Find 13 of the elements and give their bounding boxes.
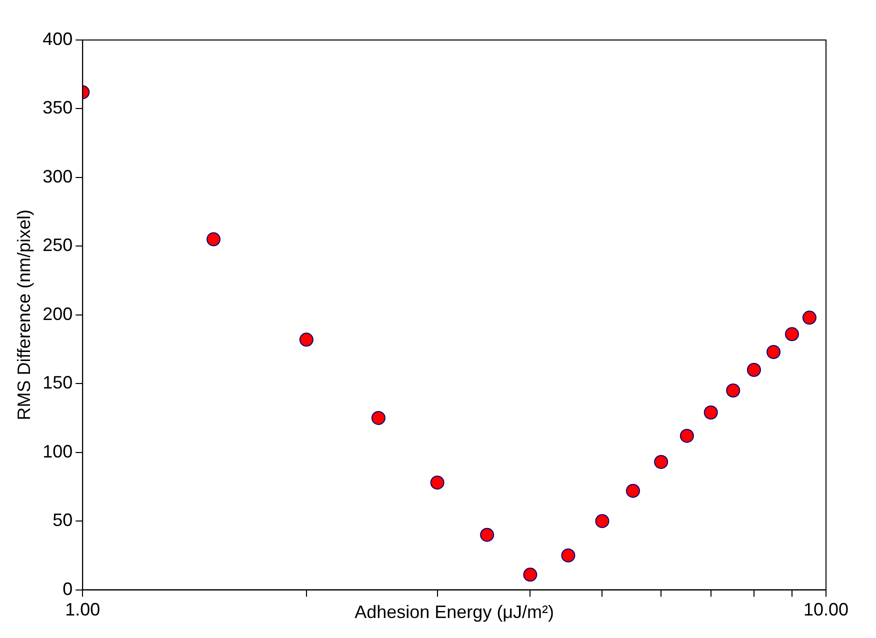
y-tick-label: 0 <box>62 578 73 599</box>
y-tick-label: 200 <box>42 304 73 324</box>
y-tick-label: 400 <box>42 28 73 49</box>
y-tick-label: 250 <box>42 235 73 256</box>
x-axis-title: Adhesion Energy (μJ/m²) <box>354 602 554 622</box>
x-tick-label: 1.00 <box>65 600 100 620</box>
y-tick-label: 50 <box>52 510 73 530</box>
y-tick-label: 350 <box>42 98 73 118</box>
x-tick-label: 10.00 <box>803 600 849 620</box>
y-tick-label: 100 <box>42 441 73 462</box>
y-tick-label: 150 <box>42 372 73 393</box>
y-axis-title: RMS Difference (nm/pixel) <box>14 210 34 420</box>
y-tick-label: 300 <box>42 166 73 186</box>
